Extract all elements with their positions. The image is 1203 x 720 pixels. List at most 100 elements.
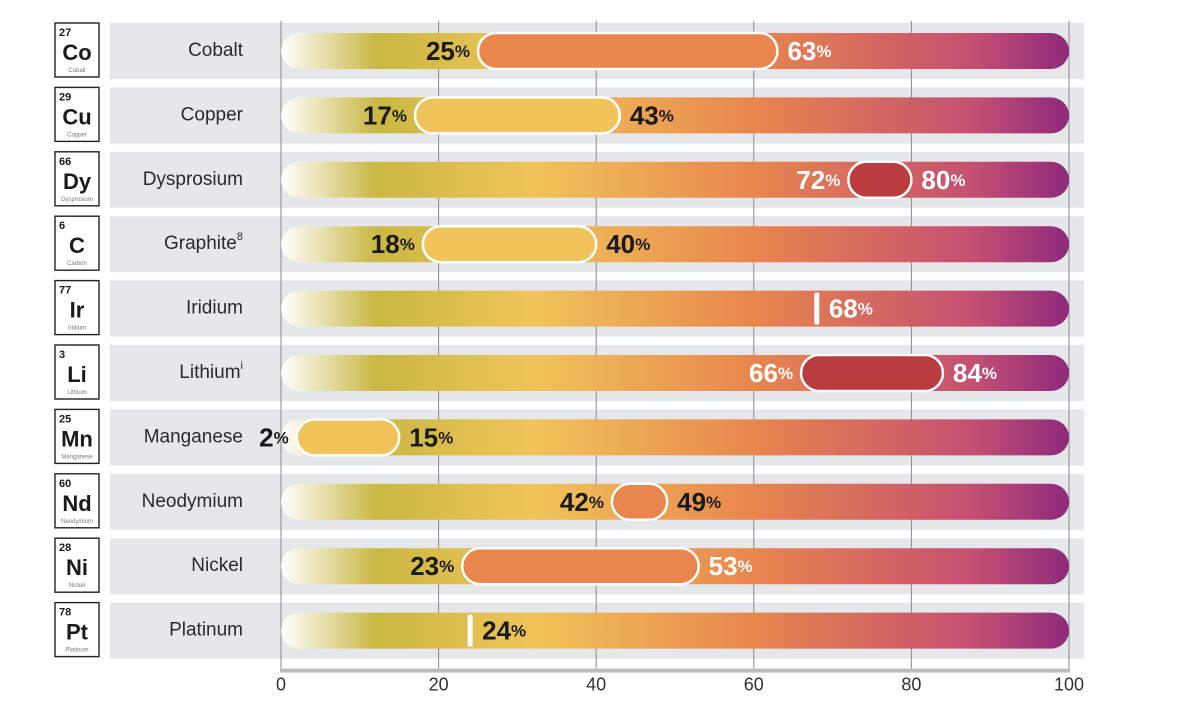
- value-marker: [814, 292, 820, 325]
- element-tile-box: [54, 408, 100, 465]
- x-tick-label: 20: [429, 675, 449, 695]
- high-value-label-percent-sign: %: [635, 236, 650, 255]
- low-value-label-value: 42: [560, 487, 589, 517]
- low-value-label-percent-sign: %: [400, 236, 415, 255]
- element-symbol: Pt: [66, 620, 89, 645]
- value-marker: [467, 614, 473, 647]
- gradient-track: [281, 290, 1069, 327]
- element-name: Platinum: [65, 648, 88, 654]
- element-number: 25: [59, 413, 71, 425]
- low-value-label-value: 18: [371, 229, 400, 259]
- low-value-label-percent-sign: %: [825, 171, 840, 190]
- high-value-label-value: 63: [787, 36, 816, 66]
- high-value-label: 53%: [709, 551, 753, 581]
- element-tile-box: [54, 344, 100, 400]
- low-value-label-value: 17: [363, 100, 392, 130]
- low-value-label-value: 23: [410, 551, 439, 581]
- axis-baseline: [280, 668, 1070, 673]
- row-label-superscript: 8: [237, 231, 243, 243]
- high-value-label-percent-sign: %: [950, 171, 965, 190]
- element-tile-box: [54, 279, 100, 336]
- value-label-percent-sign: %: [511, 622, 526, 641]
- gradient-track: [281, 483, 1069, 520]
- range-bar: [799, 353, 945, 393]
- element-symbol: Cu: [62, 104, 91, 129]
- high-value-label-value: 15: [409, 422, 438, 452]
- element-tile-box: [54, 215, 100, 271]
- high-value-label-value: 80: [921, 165, 950, 195]
- low-value-label-value: 2: [259, 422, 273, 452]
- element-tile-box: [54, 601, 100, 658]
- range-bar: [476, 31, 779, 71]
- high-value-label: 84%: [953, 358, 997, 388]
- low-value-label-value: 25: [426, 36, 455, 66]
- range-bar: [413, 96, 622, 135]
- x-tick-label: 100: [1054, 675, 1084, 695]
- element-symbol: Co: [62, 40, 91, 65]
- element-symbol: C: [69, 233, 85, 258]
- row-label-text: Manganese: [144, 426, 243, 447]
- high-value-label-value: 43: [630, 100, 659, 130]
- gradient-track: [281, 419, 1069, 456]
- row-label: Copper: [181, 104, 244, 125]
- x-tick-label: 0: [276, 675, 286, 695]
- element-number: 28: [59, 542, 71, 554]
- low-value-label: 17%: [363, 100, 407, 130]
- row-label-text: Lithium: [179, 362, 240, 383]
- element-symbol: Ni: [66, 555, 88, 580]
- value-label: 68%: [829, 293, 873, 323]
- value-label-value: 24: [482, 615, 511, 645]
- low-value-label-percent-sign: %: [778, 364, 793, 383]
- element-name: Iridium: [68, 326, 86, 332]
- high-value-label-value: 53: [709, 551, 738, 581]
- high-value-label-percent-sign: %: [982, 364, 997, 383]
- element-tile-box: [54, 151, 100, 207]
- high-value-label: 15%: [409, 422, 453, 452]
- row-label: Manganese: [144, 426, 243, 447]
- range-bar: [295, 418, 401, 457]
- gradient-track: [281, 355, 1069, 391]
- low-value-label: 66%: [749, 358, 793, 388]
- element-name: Nickel: [69, 583, 85, 589]
- x-axis: 0 20 40 60 80 100: [276, 668, 1084, 695]
- row-label: Iridium: [186, 298, 243, 319]
- high-value-label-percent-sign: %: [706, 493, 721, 512]
- element-symbol: Li: [67, 362, 87, 387]
- element-number: 6: [59, 220, 65, 232]
- row-label-text: Dysprosium: [143, 169, 243, 190]
- high-value-label-percent-sign: %: [816, 42, 831, 61]
- low-value-label: 25%: [426, 36, 470, 66]
- row-label: Nickel: [191, 555, 243, 576]
- element-number: 66: [59, 156, 71, 168]
- high-value-label-percent-sign: %: [659, 107, 674, 126]
- high-value-label-value: 40: [606, 229, 635, 259]
- low-value-label: 72%: [796, 165, 840, 195]
- range-bar: [610, 482, 669, 522]
- row-label: Cobalt: [188, 40, 244, 61]
- x-tick-label: 40: [586, 675, 606, 695]
- row-label: Graphite8: [164, 231, 243, 254]
- row-label-text: Graphite: [164, 233, 237, 254]
- value-label: 24%: [482, 615, 526, 645]
- x-tick-label: 80: [901, 675, 921, 695]
- row-label: Dysprosium: [143, 169, 243, 190]
- row-label-text: Iridium: [186, 298, 243, 319]
- high-value-label: 49%: [677, 487, 721, 517]
- high-value-label-percent-sign: %: [738, 558, 753, 577]
- element-tile-box: [54, 537, 100, 593]
